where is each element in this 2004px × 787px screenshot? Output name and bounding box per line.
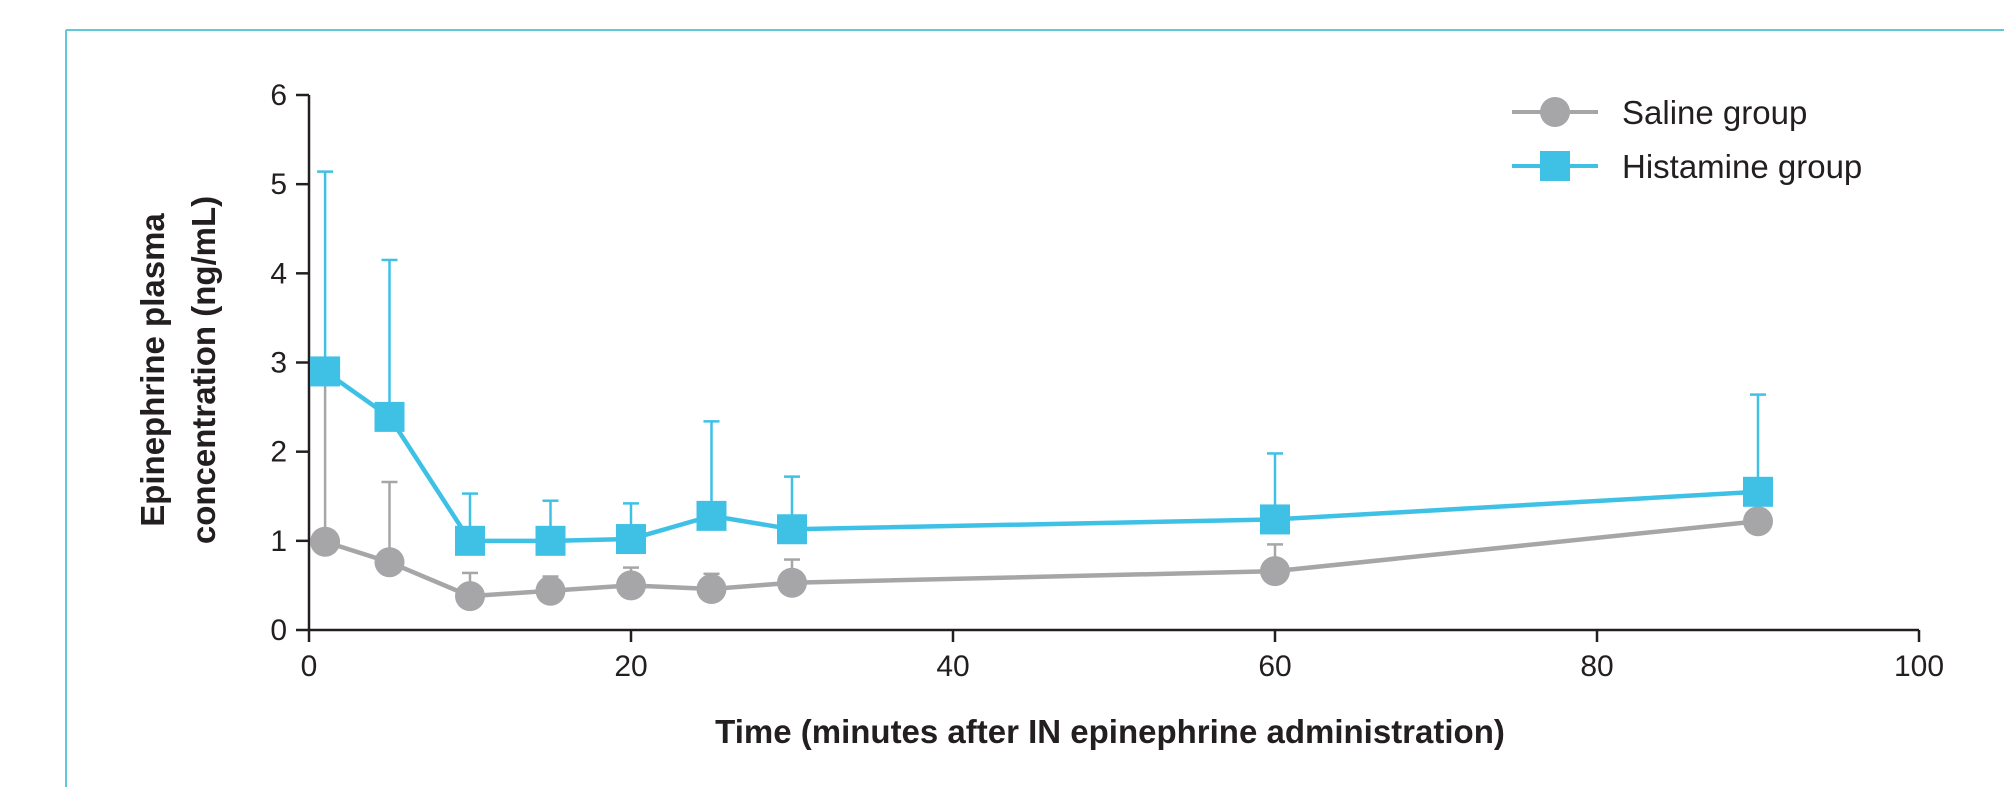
x-axis-title: Time (minutes after IN epinephrine admin… (715, 713, 1505, 750)
y-tick-label: 6 (270, 79, 287, 112)
data-point (777, 567, 807, 598)
y-axis-title-line2: concentration (ng/mL) (185, 196, 222, 544)
data-point (616, 524, 646, 555)
data-point (310, 356, 341, 387)
x-tick-label: 80 (1580, 650, 1613, 683)
data-point (1743, 476, 1773, 507)
x-tick-label: 0 (301, 650, 318, 683)
series-histamine (310, 170, 1773, 556)
axes: 0 20 40 60 80 100 0 1 2 3 4 5 6 (270, 79, 1944, 683)
data-point (777, 514, 807, 545)
data-point (535, 575, 566, 606)
data-point (374, 401, 405, 432)
y-tick-label: 5 (270, 168, 287, 201)
data-point (310, 526, 341, 557)
y-tick-label: 3 (270, 347, 287, 380)
legend-label-saline: Saline group (1622, 94, 1807, 131)
data-point (455, 525, 485, 556)
data-point (616, 570, 646, 601)
legend-item-histamine: Histamine group (1512, 148, 1862, 185)
data-point (1743, 506, 1773, 537)
x-tick-label: 60 (1258, 650, 1291, 683)
data-point (696, 573, 727, 604)
data-point (374, 547, 405, 578)
series-line (323, 369, 1759, 544)
data-point (455, 581, 485, 612)
y-tick-label: 2 (270, 436, 287, 469)
data-point (696, 500, 727, 531)
y-axis-title-line1: Epinephrine plasma (134, 213, 171, 527)
legend-marker-saline (1540, 97, 1570, 127)
series-saline (310, 370, 1773, 612)
y-axis-title: Epinephrine plasma concentration (ng/mL) (134, 196, 222, 544)
data-point (1260, 504, 1290, 535)
legend: Saline group Histamine group (1512, 94, 1862, 185)
x-tick-label: 20 (614, 650, 647, 683)
legend-label-histamine: Histamine group (1622, 148, 1862, 185)
y-tick-label: 1 (270, 525, 287, 558)
x-tick-label: 40 (936, 650, 969, 683)
y-tick-label: 0 (270, 614, 287, 647)
legend-marker-histamine (1540, 151, 1570, 181)
y-tick-label: 4 (270, 257, 287, 290)
data-point (1260, 556, 1290, 587)
series (310, 170, 1773, 612)
x-tick-label: 100 (1894, 650, 1944, 683)
data-point (535, 525, 566, 556)
legend-item-saline: Saline group (1512, 94, 1807, 131)
